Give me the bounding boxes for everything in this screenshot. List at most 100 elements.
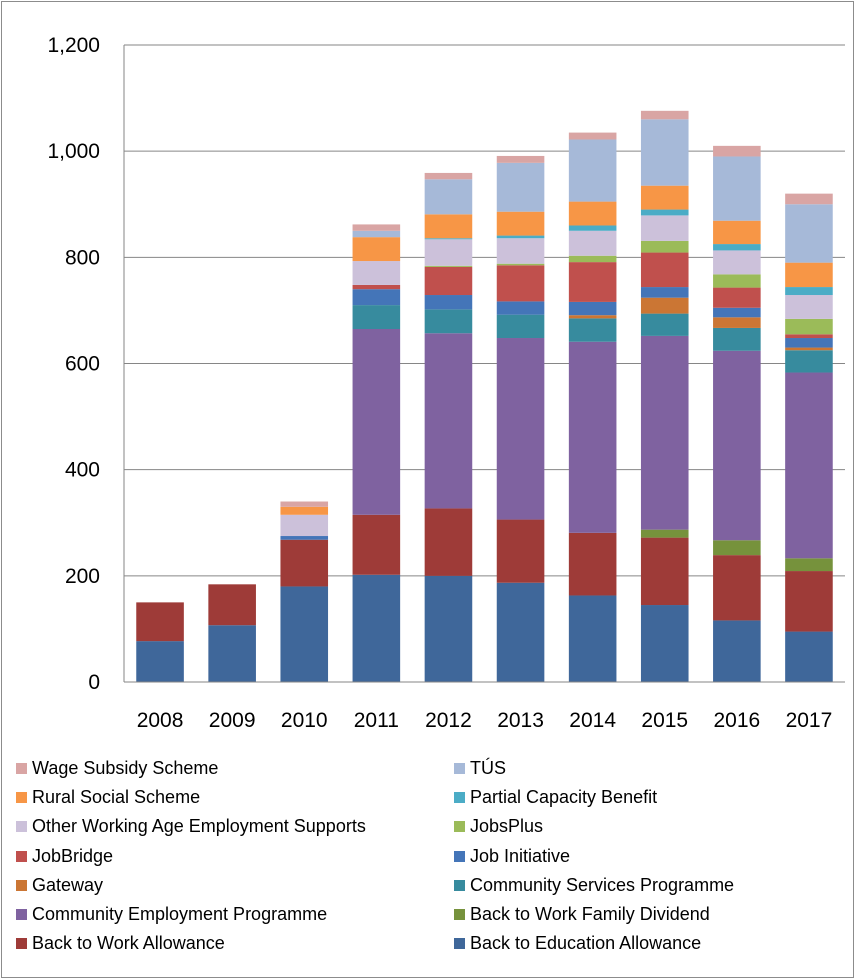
bar-segment: [640, 215, 689, 241]
bar-segment: [496, 162, 545, 212]
bar-segment: [713, 555, 761, 621]
legend-label: Other Working Age Employment Supports: [32, 816, 366, 837]
legend-swatch: [16, 792, 27, 804]
bar-segment: [640, 537, 689, 606]
bar-segment: [280, 536, 329, 540]
bar-segment: [640, 297, 689, 314]
bar-segment: [713, 274, 761, 288]
bar-segment: [640, 119, 689, 186]
bar-segment: [136, 641, 184, 682]
bar-segment: [352, 289, 401, 306]
bar-segment: [352, 237, 401, 262]
x-tick-label: 2012: [425, 709, 472, 732]
bar-segment: [352, 514, 401, 575]
legend-swatch: [454, 763, 465, 774]
bar-segment: [713, 317, 761, 328]
bar-segment: [352, 574, 401, 682]
legend-item: Community Employment Programme: [16, 904, 327, 925]
bar-segment: [208, 625, 256, 682]
bar-segment: [640, 252, 689, 288]
legend-item: Wage Subsidy Scheme: [16, 758, 218, 779]
bar-segment: [568, 318, 617, 342]
bar-segment: [713, 250, 761, 275]
bar-segment: [568, 532, 617, 596]
bar-segment: [496, 155, 545, 163]
legend-label: Back to Work Allowance: [32, 933, 225, 954]
y-tick-label: 0: [88, 671, 100, 694]
bar-segment: [713, 540, 761, 556]
bar-segment: [424, 265, 473, 267]
bar-segment: [424, 295, 473, 310]
bar-segment: [136, 602, 184, 642]
bar-segment: [352, 305, 401, 329]
bar-segment: [280, 586, 329, 682]
bar-segment: [640, 529, 689, 538]
legend-swatch: [16, 821, 27, 833]
legend-item: Back to Education Allowance: [454, 933, 701, 954]
bar-segment: [496, 265, 545, 302]
legend-swatch: [454, 821, 465, 833]
x-tick-label: 2015: [641, 709, 688, 732]
bar-segment: [568, 341, 617, 533]
bar-segment: [352, 224, 401, 231]
bar-segment: [280, 539, 329, 587]
bar-segment: [713, 287, 761, 308]
x-tick-label: 2013: [497, 709, 544, 732]
legend-label: Community Services Programme: [470, 874, 735, 895]
bar-segment: [496, 301, 545, 315]
legend-label: Community Employment Programme: [32, 904, 328, 924]
legend-swatch: [16, 938, 27, 950]
bar-segment: [424, 508, 473, 576]
legend-swatch: [454, 792, 465, 804]
legend-label: Rural Social Scheme: [32, 787, 201, 808]
bar-segment: [352, 328, 401, 515]
bar-segment: [713, 156, 761, 221]
legend-swatch: [16, 879, 27, 891]
bar-segment: [640, 287, 689, 298]
bar-segment: [713, 620, 761, 682]
legend-swatch: [454, 879, 465, 891]
bar-segment: [785, 338, 833, 348]
bar-segment: [424, 239, 473, 266]
x-tick-label: 2008: [137, 709, 184, 732]
bar-segment: [713, 145, 761, 157]
y-tick-label: 400: [65, 459, 100, 482]
bar-segment: [640, 110, 689, 120]
bar-segment: [640, 185, 689, 210]
bar-segment: [424, 333, 473, 509]
legend-label: Partial Capacity Benefit: [470, 787, 658, 808]
legend-item: Back to Work Allowance: [16, 933, 225, 954]
legend-item: Job Initiative: [454, 846, 570, 867]
y-tick-label: 1,000: [47, 140, 100, 163]
legend-item: Back to Work Family Dividend: [454, 904, 710, 925]
bar-segment: [424, 179, 473, 215]
y-tick-label: 800: [65, 246, 100, 269]
bar-segment: [496, 314, 545, 339]
bar-segment: [496, 263, 545, 266]
bar-segment: [496, 238, 545, 264]
legend-item: Gateway: [16, 875, 103, 896]
bar-segment: [640, 605, 689, 682]
bar-segment: [713, 327, 761, 351]
legend-swatch: [16, 763, 27, 774]
bar-segment: [568, 132, 617, 140]
bar-segment: [785, 193, 833, 205]
legend-item: Other Working Age Employment Supports: [16, 816, 366, 837]
bar-segment: [352, 230, 401, 238]
bar-segment: [496, 235, 545, 239]
legend-item: JobBridge: [16, 846, 113, 867]
y-tick-label: 200: [65, 565, 100, 588]
bar-segment: [280, 514, 329, 537]
bar-segment: [280, 506, 329, 515]
legend-swatch: [454, 938, 465, 950]
bar-segment: [568, 595, 617, 682]
bar-segment: [785, 631, 833, 682]
legend-label: Wage Subsidy Scheme: [32, 758, 219, 778]
legend-swatch: [454, 850, 465, 862]
bar-segment: [785, 571, 833, 632]
x-tick-label: 2011: [354, 709, 399, 732]
bar-segment: [424, 172, 473, 180]
legend-label: TÚS: [470, 758, 506, 778]
